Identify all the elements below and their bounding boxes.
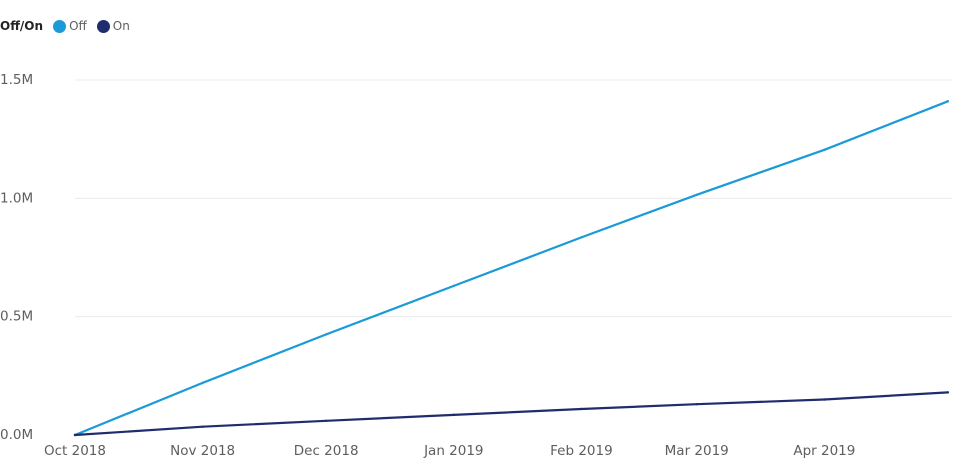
data-point-on [823, 398, 826, 401]
legend-marker-on [96, 19, 110, 33]
legend-label-off: Off [69, 19, 87, 33]
legend-item-on[interactable]: On [96, 19, 130, 33]
legend-label-on: On [112, 19, 130, 33]
x-tick-label: Feb 2019 [550, 443, 613, 459]
data-point-on [580, 407, 583, 411]
data-point-off [823, 148, 826, 152]
chart-legend: Off/On Off On [0, 16, 130, 36]
x-tick-label: Jan 2019 [423, 443, 483, 459]
y-tick-label: 1.0M [0, 190, 33, 206]
legend-marker-off [53, 19, 67, 33]
data-point-off [324, 333, 328, 336]
x-tick-label: Oct 2018 [44, 443, 106, 459]
data-point-off [580, 236, 583, 239]
x-tick-label: Dec 2018 [294, 443, 359, 459]
y-tick-label: 1.5M [0, 72, 33, 88]
y-tick-label: 0.5M [0, 309, 33, 325]
y-tick-label: 0.0M [0, 427, 33, 443]
data-point-off [946, 100, 950, 103]
data-point-off [452, 284, 455, 288]
data-point-off [695, 193, 698, 196]
series-line-off [73, 100, 950, 437]
series-line-on [73, 391, 950, 437]
data-point-on [946, 391, 950, 394]
legend-item-off[interactable]: Off [53, 19, 87, 33]
data-point-on [201, 425, 204, 428]
data-point-on [324, 419, 328, 422]
data-point-on [73, 433, 77, 437]
x-tick-label: Nov 2018 [170, 443, 235, 459]
x-tick-label: Mar 2019 [665, 443, 729, 459]
x-tick-label: Apr 2019 [793, 443, 855, 459]
data-point-on [695, 403, 698, 406]
data-point-off [201, 381, 204, 385]
legend-title: Off/On [0, 19, 44, 33]
data-point-on [452, 413, 455, 417]
